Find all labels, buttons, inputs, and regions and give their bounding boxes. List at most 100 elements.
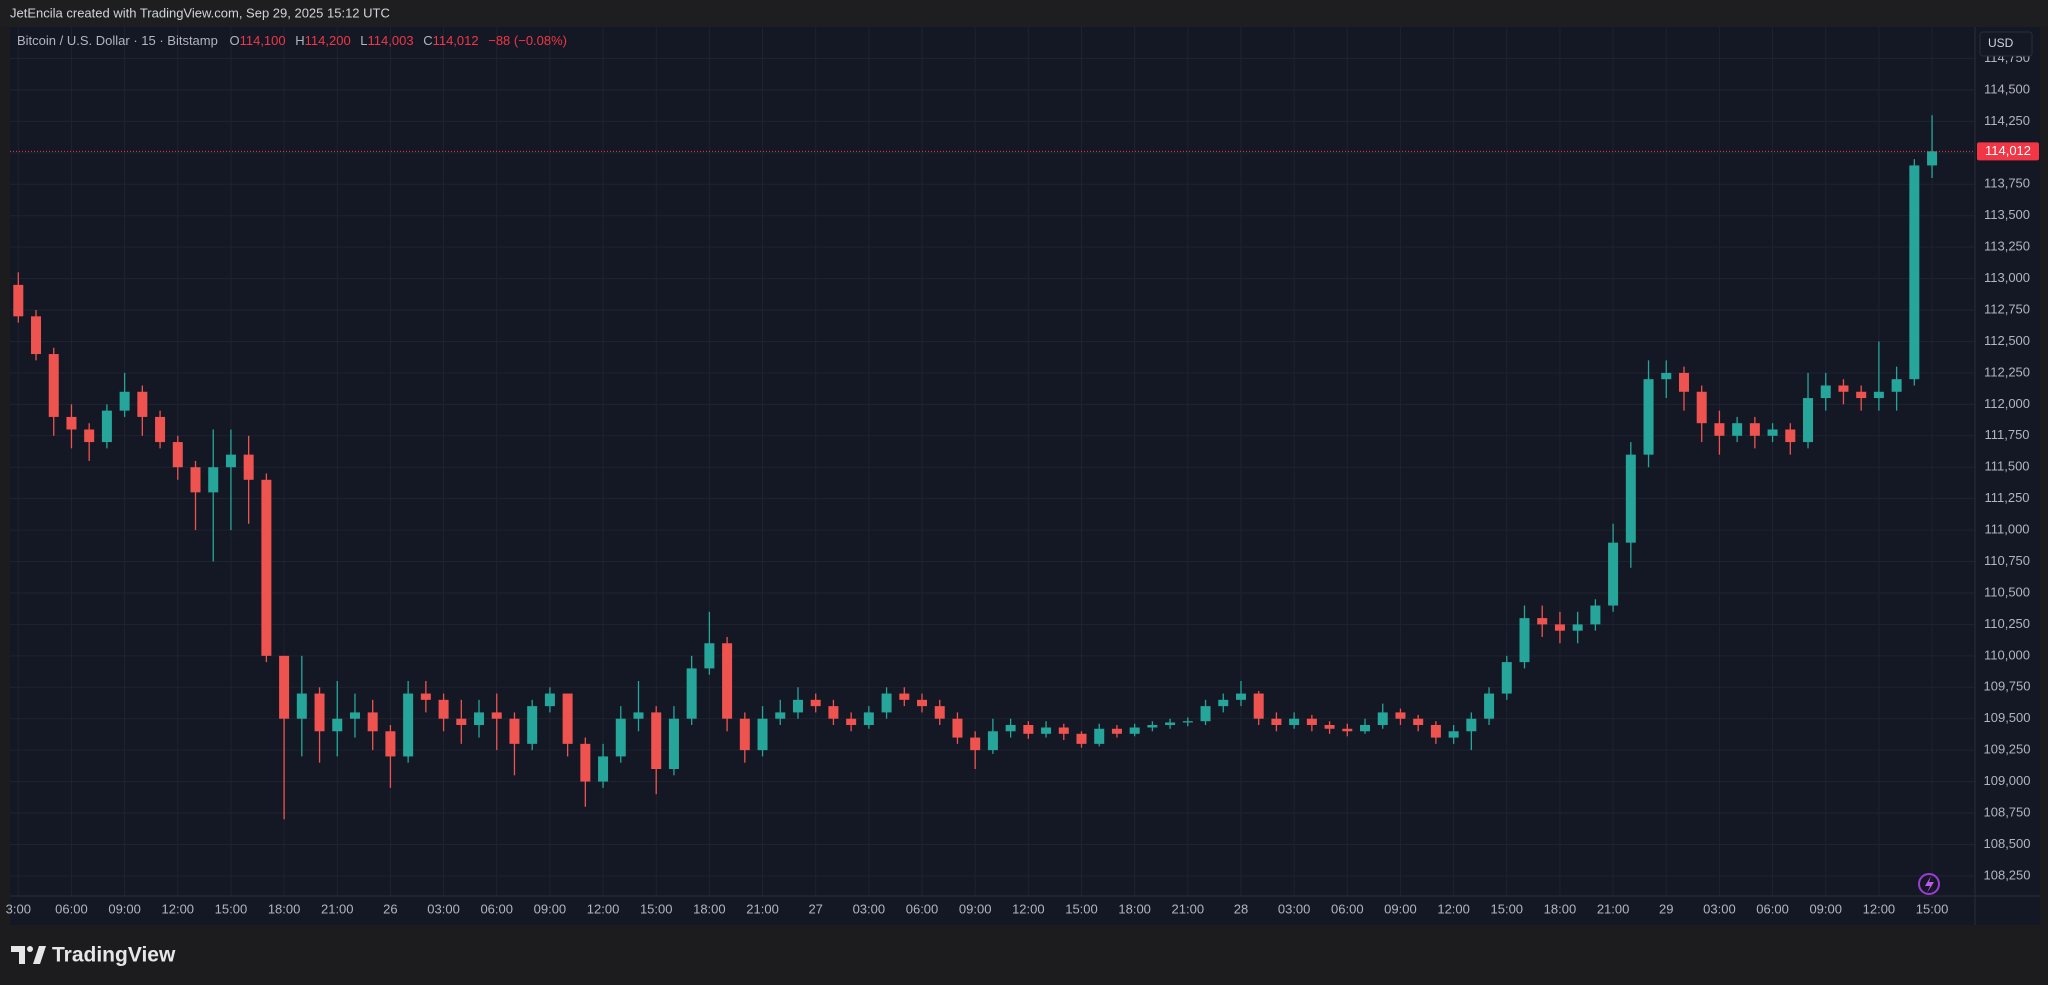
candle-body [243,454,254,480]
candle-body [1041,727,1052,734]
candle-body [1023,724,1034,734]
candle-body [828,706,839,719]
x-tick-label: 18:00 [693,901,726,916]
candle-body [1767,429,1778,436]
candle-body [349,712,360,719]
x-tick-label: 21:00 [1172,901,1205,916]
candle-body [48,354,59,417]
candle-body [1749,423,1760,436]
legend-value: 114,012 [433,33,479,48]
legend-value: 114,003 [368,33,414,48]
candle-body [155,416,166,443]
x-tick-label: 18:00 [268,901,301,916]
x-tick-label: 06:00 [1756,901,1789,916]
legend-value: 114,200 [305,33,351,48]
legend-symbol: Bitcoin / U.S. Dollar · 15 · Bitstamp [17,33,218,48]
logo-dot [27,946,33,952]
candle-body [509,718,520,744]
candle-body [261,479,272,656]
candle-body [952,718,963,738]
candle-body [367,712,378,732]
candle-body [580,743,591,782]
axes: 108,250 108,500 108,750 109,000 109,250 109,5… [6,50,2039,916]
legend-key: C [423,33,432,48]
y-tick-label: 108,750 [1984,804,2031,819]
candle-body [686,668,697,719]
x-tick-label: 09:00 [959,901,992,916]
legend-key: O [229,33,239,48]
candle-body [101,410,112,443]
candle-body [1519,618,1530,663]
currency-box[interactable] [1979,31,2033,57]
candle-body [1873,391,1884,399]
replay-icon[interactable] [1918,873,1940,895]
candle-body [1271,718,1282,725]
x-tick-label: 12:00 [1012,901,1045,916]
candle-body [403,693,414,757]
candle-body [1182,721,1193,723]
candle-body [1076,733,1087,744]
candle-body [84,429,95,443]
candle-body [615,718,626,757]
candle-body [544,693,555,707]
x-tick-label: 15:00 [640,901,673,916]
y-tick-label: 111,750 [1984,427,2029,442]
candle-body [1413,718,1424,725]
candle-body [1147,724,1158,728]
x-tick-label: 28 [1234,901,1248,916]
x-tick-label: 09:00 [1809,901,1842,916]
x-tick-label: 26 [383,901,397,916]
candle-body [1590,605,1601,625]
candle-body [987,731,998,751]
candle-body [314,693,325,732]
candle-body [934,706,945,719]
candles [13,115,1938,820]
price-line-label-box [1977,142,2039,161]
candle-body [1235,693,1246,700]
candle-body [137,391,148,417]
candle-body [332,718,343,732]
candle-body [1537,618,1548,625]
candle-body [651,712,662,769]
candle-body [1395,712,1406,719]
candle-body [1306,718,1317,725]
currency-label[interactable]: USD [1988,36,2014,50]
candle-body [1005,724,1016,732]
y-tick-label: 110,750 [1984,553,2030,568]
candle-body [1377,712,1388,725]
candle-body [66,416,77,430]
candle-body [385,731,396,757]
replay-bolt [1925,876,1934,893]
candle-body [119,391,130,411]
x-tick-label: 03:00 [853,901,886,916]
brand-logo [11,946,46,964]
candle-body [1891,379,1902,392]
candle-body [1696,391,1707,424]
candle-body [1324,724,1335,729]
y-tick-label: 109,750 [1984,679,2031,694]
y-tick-label: 110,250 [1984,616,2030,631]
y-tick-label: 114,500 [1984,81,2030,96]
candle-body [722,643,733,719]
candle-body [562,693,573,744]
candle-body [420,693,431,700]
candle-body [527,706,538,744]
x-tick-label: 15:00 [1491,901,1524,916]
y-tick-label: 111,000 [1984,522,2029,537]
x-tick-label: 03:00 [427,901,460,916]
x-tick-label: 09:00 [534,901,567,916]
candle-body [1643,379,1654,455]
x-tick-label: 09:00 [1384,901,1417,916]
logo-mark [11,946,25,964]
candle-body [739,718,750,751]
x-tick-label: 3:00 [6,901,31,916]
candle-body [775,712,786,719]
y-tick-label: 111,250 [1984,490,2029,505]
brand-name: TradingView [52,944,176,967]
legend-key: L [360,33,367,48]
x-tick-label: 12:00 [587,901,620,916]
candle-body [704,643,715,669]
candle-body [863,712,874,725]
y-tick-label: 112,000 [1984,396,2030,411]
